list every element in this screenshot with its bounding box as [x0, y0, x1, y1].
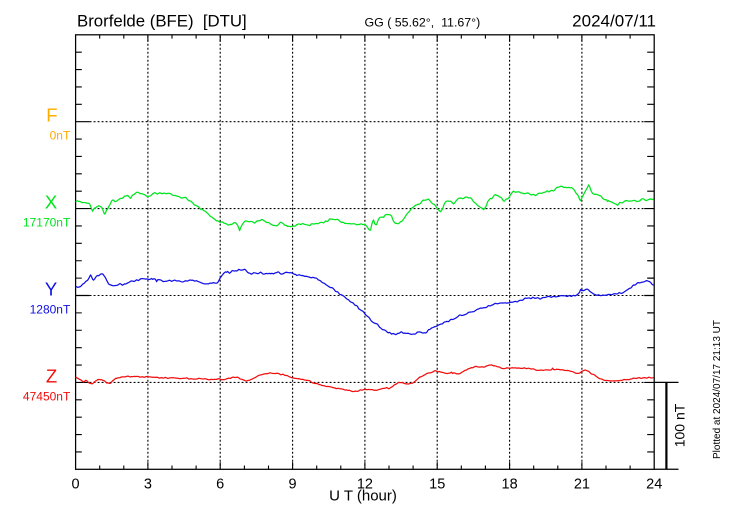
svg-text:3: 3: [144, 476, 152, 492]
svg-text:15: 15: [429, 476, 445, 492]
svg-text:17170nT: 17170nT: [23, 216, 71, 230]
svg-text:U T (hour): U T (hour): [329, 488, 397, 505]
svg-text:0nT: 0nT: [50, 129, 71, 143]
svg-text:6: 6: [216, 476, 224, 492]
svg-text:F: F: [46, 105, 57, 126]
svg-text:1280nT: 1280nT: [30, 303, 71, 317]
svg-text:9: 9: [289, 476, 297, 492]
svg-text:Plotted at 2024/07/17 21:13 UT: Plotted at 2024/07/17 21:13 UT: [712, 320, 723, 459]
svg-text:X: X: [45, 192, 57, 213]
svg-text:12: 12: [357, 476, 373, 492]
svg-text:0: 0: [72, 476, 80, 492]
svg-text:100 nT: 100 nT: [672, 403, 688, 447]
svg-text:Y: Y: [45, 279, 57, 300]
svg-text:47450nT: 47450nT: [23, 389, 71, 403]
svg-text:21: 21: [574, 476, 590, 492]
svg-text:Z: Z: [46, 365, 57, 386]
svg-text:Brorfelde (BFE) [DTU]: Brorfelde (BFE) [DTU]: [77, 12, 247, 31]
svg-text:24: 24: [646, 476, 662, 492]
svg-text:2024/07/11: 2024/07/11: [572, 11, 656, 30]
svg-text:18: 18: [502, 476, 518, 492]
svg-text:GG ( 55.62°, 11.67°): GG ( 55.62°, 11.67°): [365, 16, 481, 30]
